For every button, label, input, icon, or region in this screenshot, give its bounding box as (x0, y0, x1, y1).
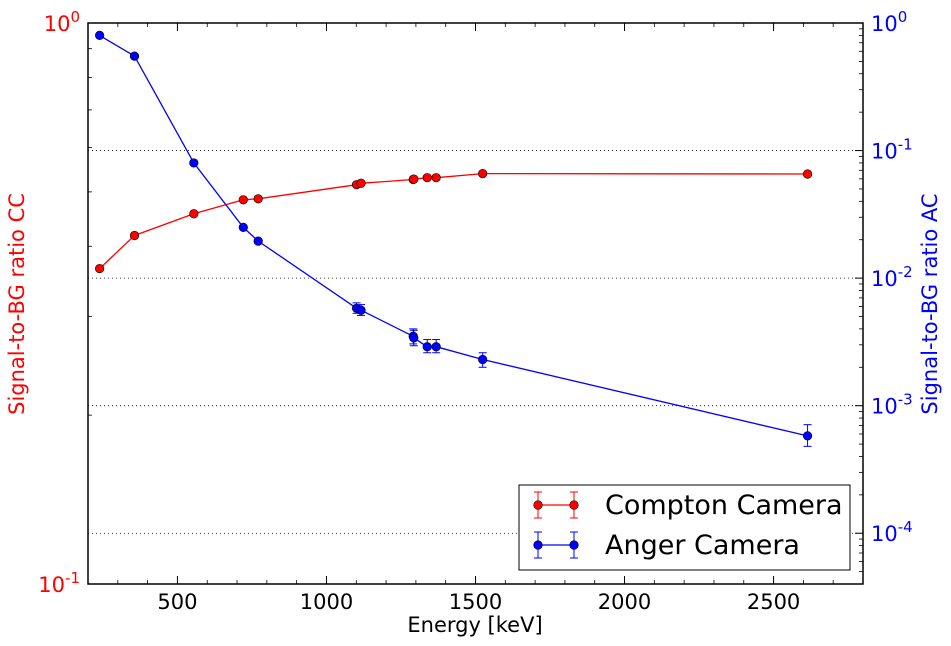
series-anger-camera (95, 30, 813, 447)
data-point (253, 236, 263, 246)
legend-marker (533, 500, 543, 510)
right-y-tick-label: 10-2 (871, 263, 913, 291)
right-y-tick-label: 10-1 (871, 136, 913, 164)
legend-label: Anger Camera (605, 530, 800, 561)
data-point (478, 168, 488, 179)
data-point (409, 174, 419, 184)
legend-marker (569, 500, 579, 510)
series-line (99, 172, 808, 270)
data-point (431, 342, 441, 352)
x-tick-label: 500 (157, 590, 197, 614)
data-point (802, 431, 813, 441)
x-tick-label: 1000 (300, 590, 353, 614)
data-point (253, 194, 263, 204)
right-y-tick-label: 10-4 (871, 518, 913, 546)
data-point (95, 30, 105, 40)
data-point (422, 173, 432, 183)
series-line (99, 34, 808, 437)
data-point (422, 342, 432, 352)
series-compton-camera (95, 168, 813, 274)
data-point (409, 333, 419, 343)
grid-lines (88, 22, 863, 534)
legend: Compton Camera Anger Camera (518, 484, 851, 571)
right-y-tick-label: 10-3 (871, 391, 913, 419)
legend-marker (569, 540, 579, 550)
legend-label: Compton Camera (605, 490, 843, 521)
data-point (238, 222, 248, 232)
data-point (356, 305, 366, 315)
data-point (129, 51, 140, 61)
data-point (189, 209, 199, 219)
axes: 500 1000 1500 2000 2500 100 10-1 10-4 10-3 10-2 10… (38, 8, 912, 614)
x-tick-label: 1500 (449, 590, 502, 614)
x-axis-title: Energy [keV] (407, 613, 542, 637)
legend-entry: Compton Camera (533, 490, 843, 521)
legend-entry: Anger Camera (533, 530, 800, 561)
data-point (129, 230, 140, 241)
data-point (478, 354, 488, 365)
x-tick-label: 2000 (598, 590, 651, 614)
left-y-tick-label: 10-1 (38, 569, 80, 597)
left-y-tick-label: 100 (44, 8, 80, 36)
series-layer (95, 30, 813, 447)
right-y-axis-title: Signal-to-BG ratio AC (918, 193, 942, 414)
data-point (238, 195, 248, 205)
data-point (189, 158, 199, 168)
legend-entries: Compton Camera Anger Camera (533, 490, 843, 561)
data-point (356, 178, 366, 188)
legend-marker (533, 540, 543, 550)
data-point (802, 169, 813, 179)
right-y-tick-label: 100 (871, 8, 907, 36)
data-point (95, 263, 105, 274)
data-point (431, 173, 441, 183)
x-tick-label: 2500 (747, 590, 800, 614)
left-y-axis-title: Signal-to-BG ratio CC (5, 193, 29, 415)
